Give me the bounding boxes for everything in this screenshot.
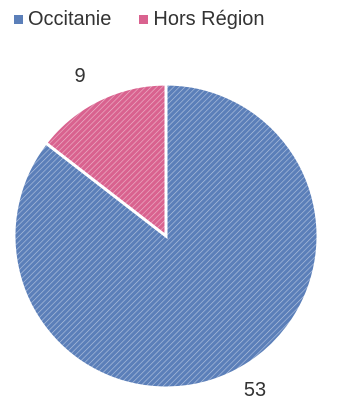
legend-label-occitanie: Occitanie	[28, 8, 112, 30]
legend-swatch-hors-region	[139, 15, 149, 24]
data-label-hors-region: 9	[74, 65, 85, 87]
data-label-occitanie: 53	[244, 379, 266, 401]
chart-legend: Occitanie Hors Région	[14, 8, 265, 31]
legend-swatch-occitanie	[14, 15, 23, 24]
legend-label-hors-region: Hors Région	[153, 8, 265, 30]
legend-item-hors-region: Hors Région	[139, 8, 265, 31]
pie-slice-hors-region	[43, 82, 168, 240]
legend-item-occitanie: Occitanie	[14, 8, 111, 31]
